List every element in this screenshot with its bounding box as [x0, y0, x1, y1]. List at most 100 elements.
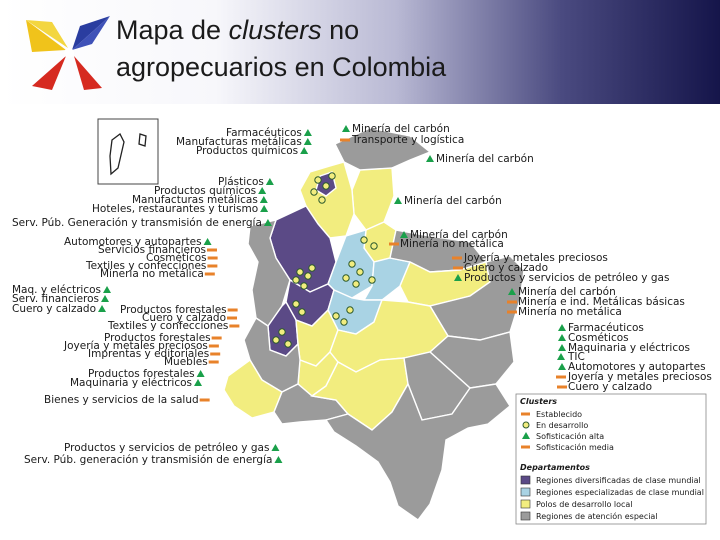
region-caribbean-grey	[334, 127, 432, 177]
map-label: TIC	[567, 351, 585, 363]
legend-cluster-label: Establecido	[536, 410, 582, 419]
legend-swatch	[520, 487, 531, 497]
cluster-map: Farmacéuticos Manufacturas metálicas Pro…	[12, 118, 712, 525]
sophistication-high-icon	[265, 178, 274, 185]
sophistication-high-icon	[194, 379, 203, 386]
established-icon	[521, 445, 530, 449]
map-label: Minería no metálica	[100, 268, 204, 280]
sophistication-high-icon	[454, 274, 462, 281]
sophistication-high-icon	[557, 353, 565, 360]
map-label: Maquinaria y eléctricos	[70, 377, 192, 389]
map-label: Cuero y calzado	[12, 303, 96, 315]
map-label: Maquinaria y eléctricos	[568, 342, 690, 354]
legend-swatch	[520, 475, 531, 485]
map-label: Textiles y confecciones	[85, 260, 206, 272]
legend-swatch	[520, 499, 531, 509]
sophistication-high-icon	[508, 288, 516, 295]
map-label: Joyería y metales preciosos	[63, 340, 208, 352]
map-label: Productos y servicios de petróleo y gas	[64, 442, 269, 454]
map-label: Minería no metálica	[400, 238, 504, 250]
established-icon	[211, 336, 222, 340]
established-icon	[340, 138, 350, 142]
map-label: Manufacturas metálicas	[176, 136, 302, 148]
map-label: Cosméticos	[146, 252, 207, 264]
sophistication-high-icon	[342, 125, 350, 132]
map-label: Minería del carbón	[410, 229, 508, 241]
map-label: Farmacéuticos	[568, 322, 644, 334]
map-label: Textiles y confecciones	[107, 320, 228, 332]
sophistication-high-icon	[300, 147, 309, 154]
map-label: Servicios financieros	[98, 244, 206, 256]
map-label: Plásticos	[218, 176, 264, 188]
label-markers	[98, 125, 567, 463]
established-icon	[207, 264, 218, 268]
region-cesar	[351, 167, 395, 231]
map-label: Minería e ind. Metálicas básicas	[518, 296, 685, 308]
sophistication-high-icon	[101, 295, 110, 302]
established-icon	[208, 344, 219, 348]
sophistication-high-icon	[274, 456, 283, 463]
sophistication-high-icon	[103, 286, 112, 293]
map-labels: Farmacéuticos Manufacturas metálicas Pro…	[12, 123, 712, 466]
sophistication-high-icon	[558, 324, 566, 331]
established-icon	[452, 256, 462, 260]
established-icon	[199, 398, 210, 402]
established-icon	[227, 316, 238, 320]
map-label: Minería del carbón	[436, 153, 534, 165]
in-development-icon	[522, 421, 530, 429]
legend-departamento-label: Polos de desarrollo local	[536, 500, 633, 509]
map-label: Muebles	[164, 356, 208, 368]
established-icon	[210, 352, 221, 356]
legend-cluster-label: Sofisticación media	[536, 442, 614, 452]
sophistication-high-icon	[394, 197, 402, 204]
map-label: Minería no metálica	[518, 306, 622, 318]
map-label: Serv. Púb. Generación y transmisión de e…	[12, 217, 262, 229]
sophistication-high-icon	[203, 238, 212, 245]
cluster-dots	[272, 172, 378, 348]
established-icon	[556, 375, 566, 379]
sophistication-high-icon	[260, 205, 269, 212]
map-label: Productos químicos	[154, 185, 256, 197]
established-icon	[208, 360, 219, 364]
legend-departamento-label: Regiones especializadas de clase mundial	[536, 488, 704, 497]
sophistication-high-icon	[303, 138, 312, 145]
map-label: Serv. financieros	[12, 293, 99, 305]
map-label: Serv. Púb. generación y transmisión de e…	[24, 454, 272, 466]
sophistication-high-icon	[558, 334, 566, 341]
established-icon	[227, 308, 238, 312]
map-label: Joyería y metales preciosos	[463, 252, 608, 264]
map-label: Productos forestales	[104, 332, 211, 344]
established-icon	[521, 412, 530, 416]
map-label: Minería del carbón	[352, 123, 450, 135]
map-label: Bienes y servicios de la salud	[44, 394, 199, 406]
legend-cluster-label: En desarrollo	[536, 421, 588, 430]
sophistication-high-icon	[558, 344, 566, 351]
established-icon	[557, 385, 567, 389]
sophistication-high-icon	[196, 370, 205, 377]
map-label: Productos y servicios de petróleo y gas	[464, 272, 669, 284]
map-label: Cuero y calzado	[464, 262, 548, 274]
sophistication-high-icon	[258, 187, 267, 194]
map-label: Minería del carbón	[404, 195, 502, 207]
established-icon	[229, 324, 240, 328]
map-label: Farmacéuticos	[226, 127, 302, 139]
map-label: Minería del carbón	[518, 286, 616, 298]
logo-icon	[26, 16, 110, 90]
established-icon	[207, 256, 218, 260]
map-label: Imprentas y editoriales	[88, 348, 209, 360]
legend-departamentos-heading: Departamentos	[520, 463, 590, 472]
map-label: Productos forestales	[120, 304, 227, 316]
map-label: Productos químicos	[196, 145, 298, 157]
region-amazonas	[324, 382, 511, 521]
established-icon	[453, 266, 463, 270]
sophistication-high-icon	[271, 444, 280, 451]
page-title: Mapa de clusters no agropecuarios en Col…	[116, 15, 447, 82]
map-label: Productos forestales	[88, 368, 195, 380]
sophistication-high-icon	[98, 305, 107, 312]
san-andres-inset	[97, 118, 159, 185]
sophistication-high-icon	[259, 196, 268, 203]
map-label: Cuero y calzado	[142, 312, 226, 324]
sophistication-high-icon	[558, 363, 566, 370]
established-icon	[206, 248, 217, 252]
